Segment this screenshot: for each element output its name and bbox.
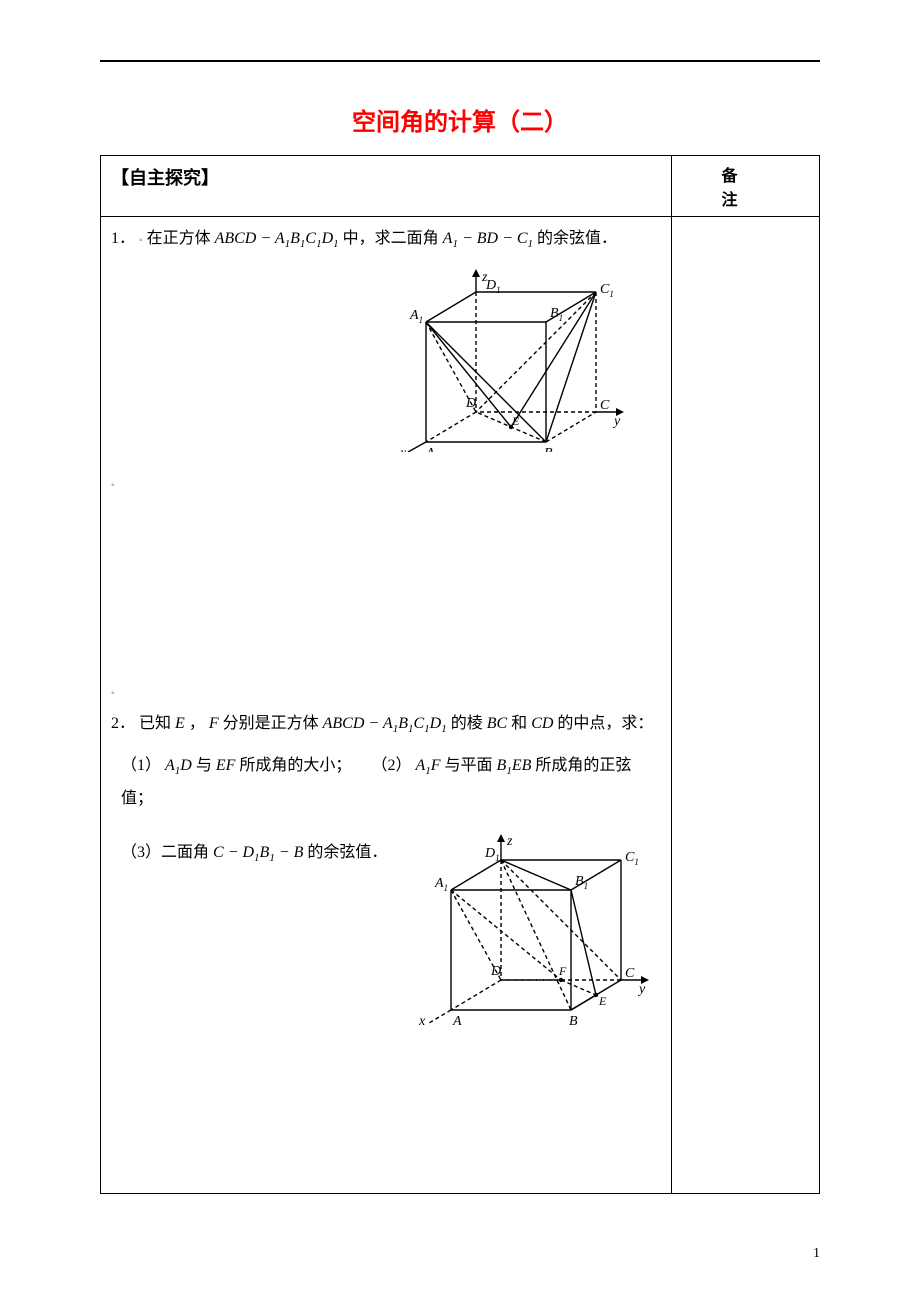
section-heading-cell: 【自主探究】 [101, 156, 672, 217]
svg-text:z: z [506, 834, 513, 849]
marker-icon: ▪ [111, 684, 661, 704]
cube-diagram-2: z D1 C1 A1 B1 D C y A B x [411, 825, 661, 1025]
svg-text:D: D [490, 964, 501, 979]
section-heading: 【自主探究】 [111, 164, 661, 190]
svg-text:A: A [425, 446, 435, 452]
problem-2-parts-line1: （1） A1D 与 EF 所成角的大小； （2） A1F 与平面 B1EB 所成… [111, 750, 661, 814]
svg-text:C1: C1 [625, 850, 639, 867]
figure-2: z D1 C1 A1 B1 D C y A B x [411, 825, 661, 1037]
svg-text:D: D [465, 396, 476, 411]
content-cell: 1． ▪ 在正方体 ABCD − A1B1C1D1 中，求二面角 A1 − BD… [101, 217, 672, 1194]
p1-text: 在正方体 [147, 230, 215, 247]
p1-angle: A1 − BD − C1 [443, 230, 537, 247]
notes-header: 备 注 [721, 168, 769, 209]
svg-text:C: C [600, 398, 610, 413]
svg-text:D1: D1 [484, 846, 500, 863]
p1-math: ABCD − A1B1C1D1 [215, 230, 343, 247]
svg-text:A1: A1 [434, 876, 448, 893]
notes-cell [672, 217, 820, 1194]
marker-icon: ▪ [139, 235, 143, 246]
svg-text:C1: C1 [600, 282, 614, 299]
problem-2-part3: （3）二面角 C − D1B1 − B 的余弦值． [111, 825, 411, 869]
document-title: 空间角的计算（二） [100, 102, 820, 137]
svg-text:D1: D1 [485, 278, 501, 295]
blank-space [111, 500, 661, 680]
content-table: 【自主探究】 备 注 1． ▪ 在正方体 ABCD − A1B1C1D1 中，求… [100, 155, 820, 1194]
notes-header-cell: 备 注 [672, 156, 820, 217]
svg-text:E: E [598, 994, 607, 1008]
svg-text:A: A [452, 1014, 462, 1025]
problem-1: 1． ▪ 在正方体 ABCD − A1B1C1D1 中，求二面角 A1 − BD… [111, 223, 661, 255]
marker-icon: ▪ [111, 476, 661, 496]
svg-text:E: E [511, 414, 520, 428]
svg-text:B1: B1 [550, 306, 563, 323]
svg-text:y: y [612, 414, 621, 429]
svg-text:x: x [418, 1014, 426, 1025]
svg-text:C: C [625, 966, 635, 981]
page-number: 1 [813, 1246, 820, 1262]
svg-text:F: F [558, 964, 567, 978]
cube-diagram-1: z D1 C1 A1 B1 D C y A B x E [396, 267, 636, 452]
svg-text:x: x [399, 446, 407, 452]
problem-2-part3-row: （3）二面角 C − D1B1 − B 的余弦值． [111, 825, 661, 1037]
problem-2: 2． 已知 E ， F 分别是正方体 ABCD − A1B1C1D1 的棱 BC… [111, 708, 661, 740]
blank-space-2 [111, 1037, 661, 1187]
figure-1: z D1 C1 A1 B1 D C y A B x E [371, 267, 661, 464]
svg-text:B: B [544, 446, 553, 452]
svg-text:B1: B1 [575, 874, 588, 891]
svg-text:B: B [569, 1014, 578, 1025]
top-rule [100, 60, 820, 62]
p1-number: 1． [111, 230, 135, 247]
svg-text:y: y [637, 982, 646, 997]
svg-text:A1: A1 [409, 308, 423, 325]
